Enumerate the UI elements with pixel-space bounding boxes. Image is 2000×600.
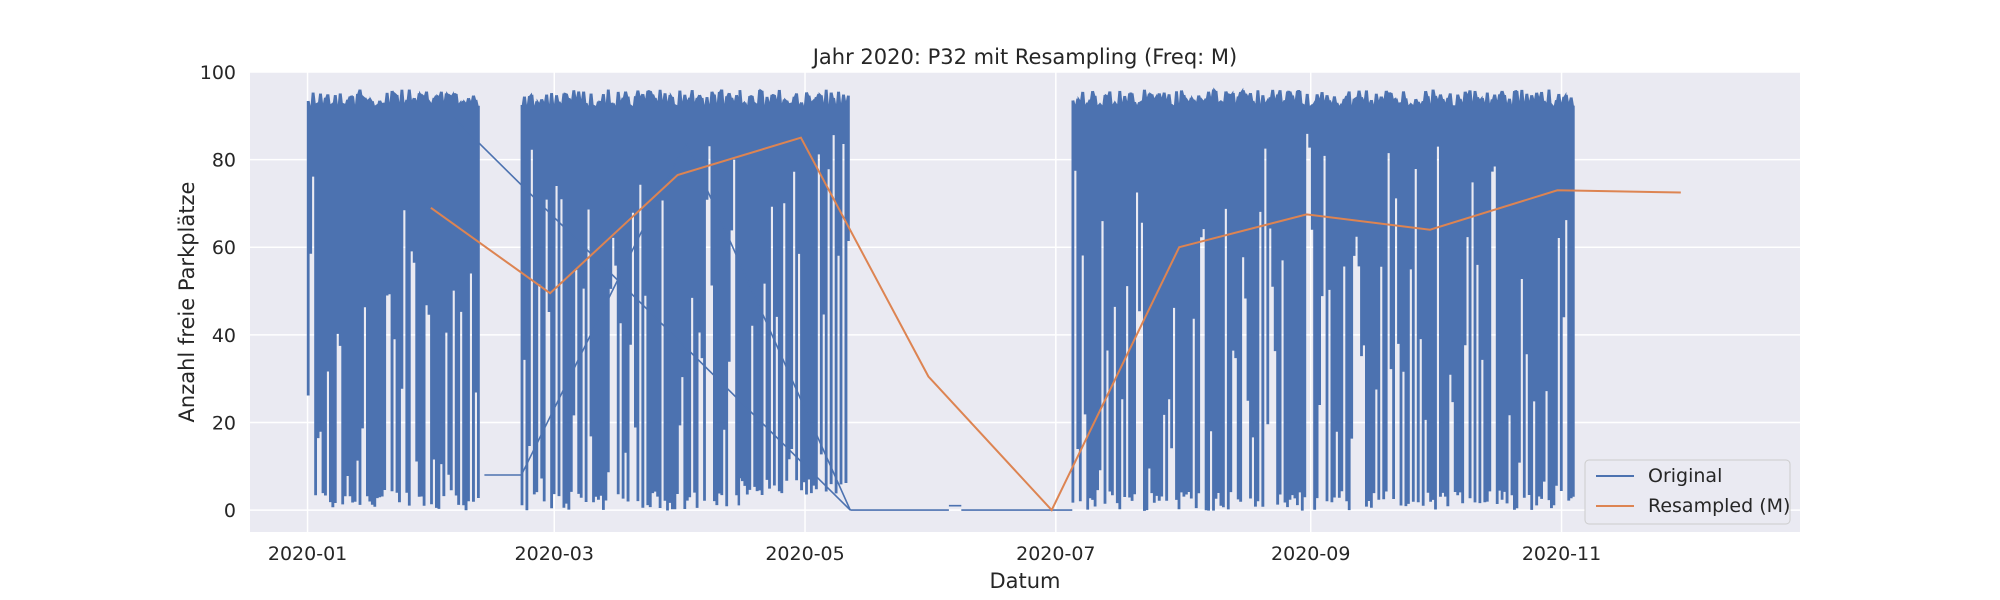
x-tick-label: 2020-03 [515, 543, 594, 565]
y-axis-label: Anzahl freie Parkplätze [175, 182, 199, 423]
y-tick-label: 100 [200, 62, 236, 84]
y-axis: 0 20 40 60 80 100 [200, 62, 236, 522]
x-axis-label: Datum [989, 569, 1060, 593]
legend-box [1584, 459, 1791, 525]
y-tick-label: 0 [224, 500, 236, 522]
x-tick-label: 2020-07 [1016, 543, 1095, 565]
x-axis: 2020-01 2020-03 2020-05 2020-07 2020-09 2020-… [268, 543, 1601, 565]
legend-label-original: Original [1648, 465, 1722, 487]
x-tick-label: 2020-09 [1271, 543, 1350, 565]
original-connector [520, 141, 687, 476]
legend-label-resampled: Resampled (M) [1648, 495, 1790, 517]
chart-title: Jahr 2020: P32 mit Resampling (Freq: M) [811, 45, 1238, 69]
x-tick-label: 2020-01 [268, 543, 347, 565]
series-resampled [430, 136, 1681, 512]
original-connector [685, 141, 851, 511]
y-tick-label: 20 [212, 412, 236, 434]
resampled-line [430, 136, 1681, 512]
y-tick-label: 40 [212, 325, 236, 347]
series-original [306, 87, 1575, 511]
original-connector [450, 115, 851, 511]
y-tick-label: 80 [212, 150, 236, 172]
x-tick-label: 2020-05 [765, 543, 844, 565]
legend: Original Resampled (M) [1584, 459, 1791, 525]
original-line [306, 87, 1575, 511]
x-tick-label: 2020-11 [1522, 543, 1601, 565]
y-tick-label: 60 [212, 237, 236, 259]
